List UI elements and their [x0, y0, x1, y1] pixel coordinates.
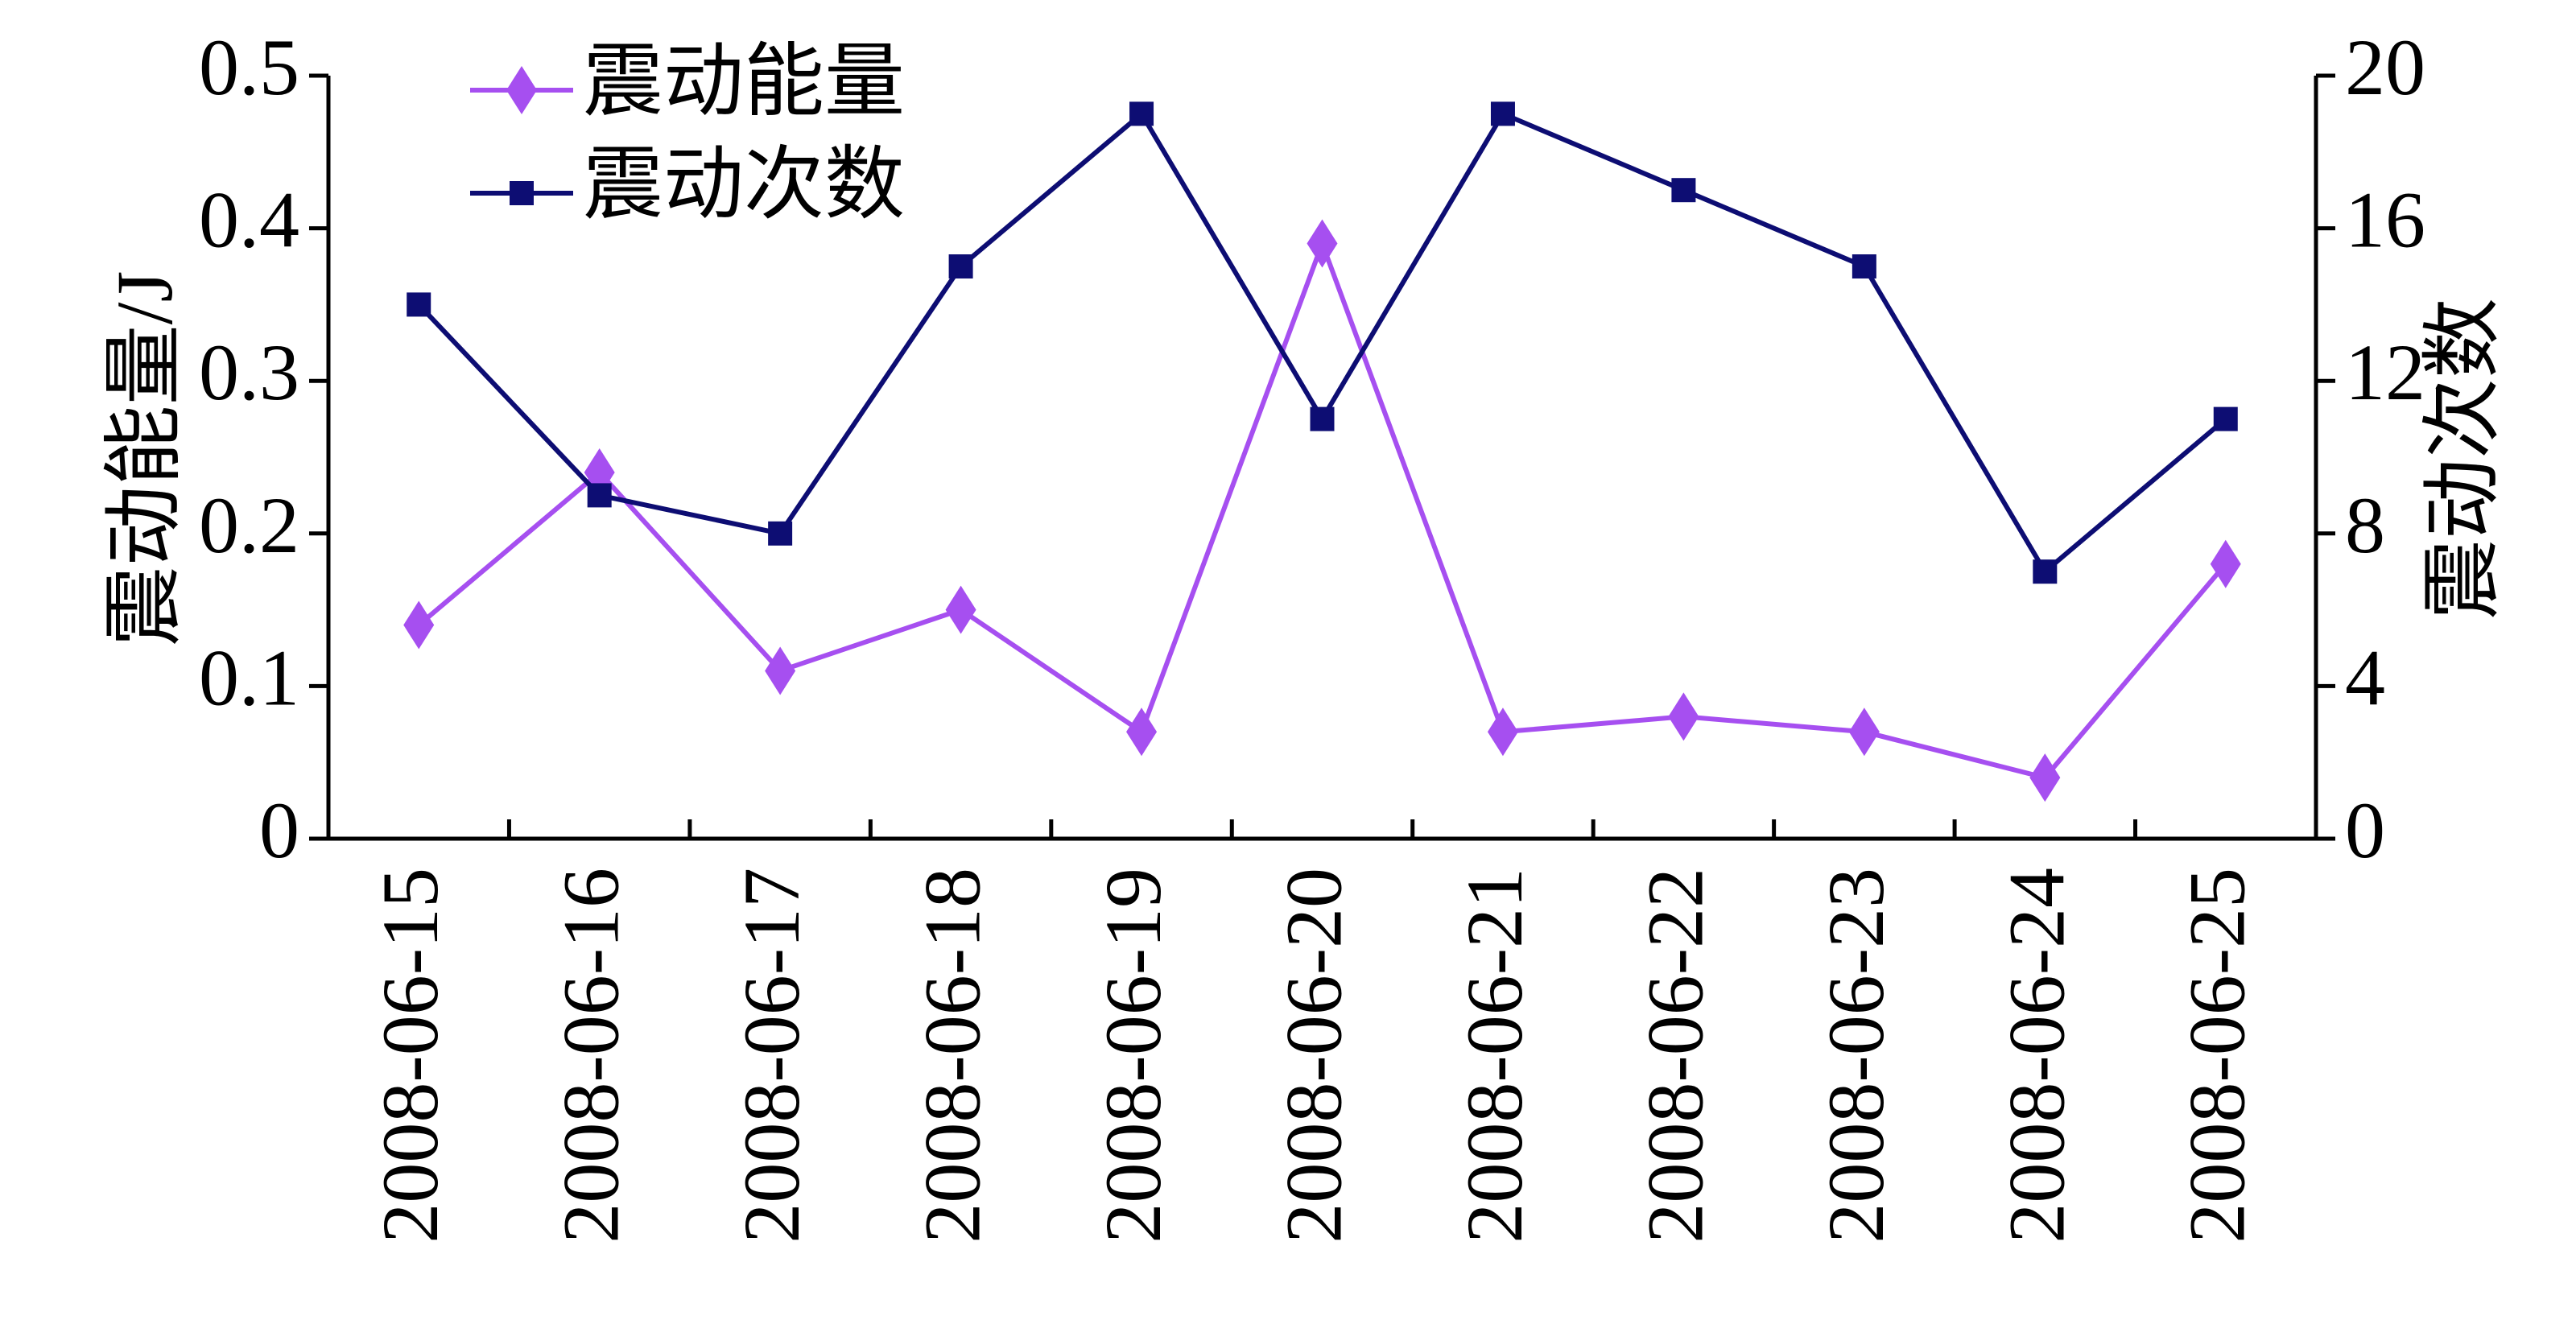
square-marker [587, 483, 612, 508]
diamond-marker [945, 585, 976, 634]
square-marker [1671, 178, 1696, 203]
y2-tick-label: 16 [2345, 175, 2425, 265]
x-tick-label: 2008-06-23 [1811, 868, 1901, 1244]
x-tick-label: 2008-06-22 [1630, 868, 1719, 1244]
y-tick-label: 0.3 [199, 328, 299, 417]
x-tick-label: 2008-06-15 [365, 868, 455, 1244]
x-tick-label: 2008-06-24 [1992, 868, 2081, 1244]
square-marker [1310, 406, 1335, 431]
legend-label: 震动次数 [583, 140, 905, 229]
square-marker [768, 521, 793, 546]
y2-tick-label: 4 [2345, 633, 2385, 722]
square-marker [2213, 406, 2238, 431]
x-tick-label: 2008-06-18 [908, 868, 997, 1244]
x-tick-label: 2008-06-20 [1269, 868, 1358, 1244]
diamond-marker [403, 600, 435, 650]
x-tick-label: 2008-06-21 [1450, 868, 1539, 1244]
y-tick-label: 0.2 [199, 481, 299, 570]
legend-label: 震动能量 [583, 37, 905, 126]
y2-axis-label: 震动次数 [2418, 298, 2508, 620]
square-marker [948, 254, 973, 278]
y-axis-label: 震动能量/J [100, 271, 189, 647]
y-tick-label: 0.4 [199, 175, 299, 265]
diamond-marker [1848, 707, 1880, 757]
y-tick-label: 0.5 [199, 23, 299, 112]
square-marker [1490, 101, 1515, 126]
x-tick-label: 2008-06-19 [1088, 868, 1178, 1244]
y2-tick-label: 12 [2345, 328, 2425, 417]
x-tick-label: 2008-06-25 [2173, 868, 2262, 1244]
y2-tick-label: 20 [2345, 23, 2425, 112]
y-tick-label: 0.1 [199, 633, 299, 722]
y2-tick-label: 8 [2345, 481, 2385, 570]
x-tick-label: 2008-06-17 [727, 868, 816, 1244]
diamond-marker [1307, 219, 1338, 268]
square-marker [2033, 559, 2058, 584]
y2-tick-label: 0 [2345, 786, 2385, 875]
y-tick-label: 0 [259, 786, 299, 875]
series-line [417, 236, 2228, 781]
square-marker [510, 181, 534, 205]
diamond-marker [506, 66, 537, 114]
square-marker [1129, 101, 1154, 126]
x-tick-label: 2008-06-16 [547, 868, 636, 1244]
diamond-marker [2210, 539, 2241, 588]
square-marker [407, 292, 431, 317]
diamond-marker [1668, 692, 1699, 741]
diamond-marker [765, 646, 796, 695]
diamond-marker [1126, 707, 1158, 757]
diamond-marker [2029, 753, 2061, 802]
diamond-marker [1487, 707, 1518, 757]
square-marker [1852, 254, 1876, 278]
